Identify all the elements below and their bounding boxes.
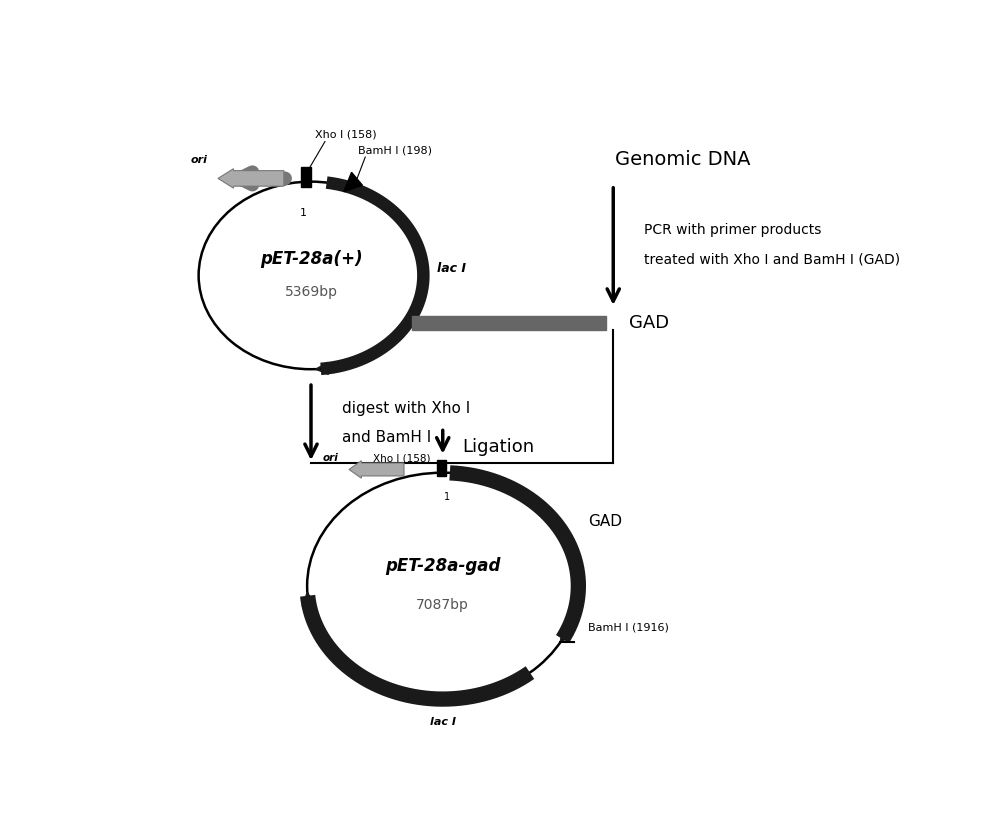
Text: and BamH I: and BamH I — [342, 429, 431, 444]
Text: GAD: GAD — [588, 514, 622, 528]
Polygon shape — [344, 172, 362, 192]
Text: lac I: lac I — [430, 717, 456, 727]
Text: Genomic DNA: Genomic DNA — [615, 150, 751, 169]
FancyArrow shape — [218, 169, 284, 188]
Text: 7087bp: 7087bp — [416, 598, 469, 612]
Bar — [437, 459, 446, 476]
Text: ori: ori — [322, 453, 338, 463]
Text: pET-28a(+): pET-28a(+) — [260, 250, 362, 268]
Text: Ligation: Ligation — [462, 438, 534, 456]
Text: 5369bp: 5369bp — [285, 285, 338, 298]
Bar — [301, 167, 311, 186]
Text: BamH I (1916): BamH I (1916) — [588, 623, 669, 633]
Text: lac I: lac I — [437, 262, 466, 276]
FancyArrow shape — [349, 461, 404, 478]
Text: PCR with primer products: PCR with primer products — [644, 223, 822, 237]
Text: GAD: GAD — [629, 314, 669, 333]
Text: Xho I (158): Xho I (158) — [373, 453, 430, 463]
Text: Xho I (158): Xho I (158) — [315, 129, 376, 139]
Text: ori: ori — [190, 155, 207, 165]
Text: digest with Xho I: digest with Xho I — [342, 401, 470, 416]
Text: pET-28a-gad: pET-28a-gad — [385, 558, 500, 575]
Bar — [412, 316, 606, 330]
Text: 1: 1 — [300, 207, 307, 218]
Text: 1: 1 — [444, 492, 450, 502]
Text: treated with Xho I and BamH I (GAD): treated with Xho I and BamH I (GAD) — [644, 252, 900, 266]
Text: BamH I (198): BamH I (198) — [358, 146, 432, 155]
